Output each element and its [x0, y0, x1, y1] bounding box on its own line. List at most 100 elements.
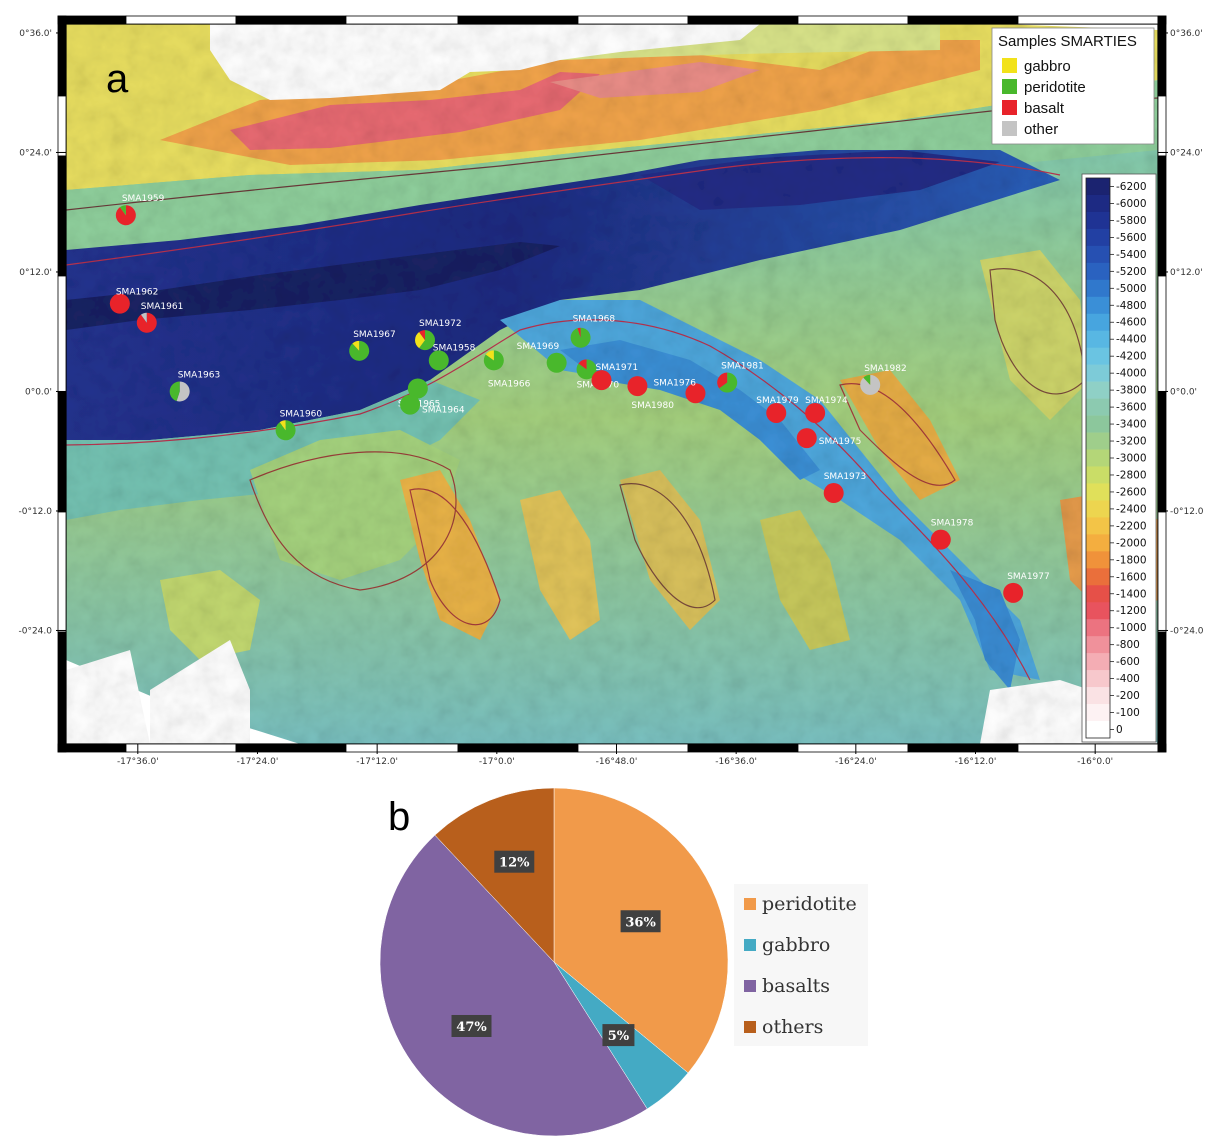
sample-pie-slice — [169, 381, 180, 401]
sample-marker-SMA1975[interactable]: SMA1975 — [796, 428, 862, 449]
sample-pie-slice — [119, 205, 126, 216]
sample-marker-SMA1971[interactable]: SMA1971 — [591, 363, 639, 391]
depth-scale-label: -1600 — [1116, 571, 1147, 583]
border-segment-bottom — [577, 743, 689, 753]
pie-data-label: 36% — [620, 910, 661, 933]
lat-tick-label: 0°36.0' — [19, 29, 52, 39]
sample-marker-SMA1964[interactable]: SMA1964 — [400, 394, 465, 416]
pie-data-label-box — [494, 850, 535, 873]
panel-b-label: b — [388, 795, 410, 839]
depth-scale-swatch — [1086, 534, 1110, 552]
longitude-axis-bottom: -17°36.0' -17°24.0' -17°12.0' -17°0.0' -16°4… — [117, 744, 1113, 767]
border-segment-right — [1157, 275, 1167, 393]
lon-tick-label: -17°0.0' — [479, 757, 515, 767]
border-segment-right — [1157, 15, 1167, 97]
border-segment-top — [345, 15, 459, 25]
border-segment-bottom — [457, 743, 579, 753]
border-segment-top — [797, 15, 909, 25]
sample-marker-SMA1980[interactable]: SMA1980 — [627, 376, 674, 411]
sample-marker-SMA1959[interactable]: SMA1959 — [115, 194, 165, 226]
depth-scale-swatch — [1086, 721, 1110, 739]
depth-scale-swatch — [1086, 585, 1110, 603]
lon-tick-label: -16°48.0' — [596, 757, 638, 767]
sample-label: SMA1973 — [824, 472, 867, 482]
depth-scale-label: -2000 — [1116, 537, 1147, 549]
sample-marker-SMA1982[interactable]: SMA1982 — [860, 364, 907, 395]
sample-marker-SMA1961[interactable]: SMA1961 — [136, 302, 184, 333]
depth-scale-swatch — [1086, 381, 1110, 399]
sample-pie-slice — [109, 293, 130, 314]
sample-label: SMA1974 — [805, 396, 848, 406]
border-segment-bottom — [57, 743, 127, 753]
depth-scale-label: -2200 — [1116, 520, 1147, 532]
depth-scale-swatch — [1086, 279, 1110, 298]
bathymetry-map[interactable]: 0°36.0' 0°24.0' 0°12.0' 0°0.0' -0°12.0 -0°24.… — [18, 15, 1204, 767]
sample-marker-SMA1973[interactable]: SMA1973 — [823, 472, 867, 504]
sample-marker-SMA1968[interactable]: SMA1968 — [570, 315, 616, 348]
depth-scale-swatch — [1086, 211, 1110, 230]
border-segment-bottom — [687, 743, 799, 753]
sample-marker-SMA1976[interactable]: SMA1976 — [653, 378, 706, 404]
sample-pie-slice — [400, 394, 421, 415]
depth-color-scale: -6200-6000-5800-5600-5400-5200-5000-4800… — [1081, 173, 1157, 743]
sample-marker-SMA1974[interactable]: SMA1974 — [805, 396, 848, 423]
sample-pie-slice — [766, 402, 787, 423]
lon-tick-label: -16°0.0' — [1077, 757, 1113, 767]
depth-scale-label: -6200 — [1116, 181, 1147, 193]
sample-marker-SMA1962[interactable]: SMA1962 — [109, 288, 159, 314]
sample-pie-slice — [115, 205, 136, 226]
sample-marker-SMA1958[interactable]: SMA1958 — [428, 343, 476, 371]
sample-marker-SMA1972[interactable]: SMA1972 — [415, 319, 462, 351]
sample-marker-SMA1960[interactable]: SMA1960 — [275, 409, 323, 441]
pie-legend: peridotite gabbro basalts others — [744, 893, 857, 1038]
border-segment-top — [1017, 15, 1159, 25]
pie-legend-label-basalts: basalts — [762, 975, 830, 997]
sample-pie-slice — [352, 340, 360, 351]
depth-scale-label: -6000 — [1116, 198, 1147, 210]
legend-swatch-gabbro — [1002, 58, 1017, 73]
depth-scale-swatch — [1086, 670, 1110, 688]
depth-scale-label: -400 — [1116, 673, 1140, 685]
depth-scale-label: -1200 — [1116, 605, 1147, 617]
sample-pie-slice — [483, 350, 504, 371]
lon-tick-label: -17°36.0' — [117, 757, 159, 767]
depth-scale-label: -5200 — [1116, 266, 1147, 278]
depth-scale-swatch — [1086, 602, 1110, 620]
legend-label-basalt: basalt — [1024, 100, 1065, 117]
depth-scale-label: -3400 — [1116, 419, 1147, 431]
pie-data-label-box — [451, 1014, 492, 1037]
sample-marker-SMA1978[interactable]: SMA1978 — [930, 519, 974, 550]
depth-scale-label: -200 — [1116, 690, 1140, 702]
pie: 36% 5% 47% 12% — [379, 787, 729, 1137]
sample-markers[interactable]: SMA1959 SMA1962 SMA1961 SMA1963 SMA1967 SMA19… — [109, 194, 1050, 603]
depth-scale-swatch — [1086, 466, 1110, 484]
depth-scale-swatch — [1086, 364, 1110, 382]
sample-pie-slice — [578, 359, 587, 370]
composition-pie-chart: b 36% 5% 47% 12% peridotite gabbro basalts oth… — [370, 780, 870, 1137]
sample-marker-SMA1969[interactable]: SMA1969 — [517, 342, 567, 373]
sample-marker-SMA1981[interactable]: SMA1981 — [717, 362, 764, 393]
sample-marker-SMA1979[interactable]: SMA1979 — [756, 396, 799, 423]
lat-tick-label: -0°24.0 — [1170, 626, 1204, 636]
sample-marker-SMA1967[interactable]: SMA1967 — [349, 330, 396, 361]
border-segment-top — [687, 15, 799, 25]
depth-scale-label: -4600 — [1116, 317, 1147, 329]
border-segment-bottom — [907, 743, 1019, 753]
sample-marker-SMA1977[interactable]: SMA1977 — [1003, 572, 1050, 603]
sample-label: SMA1971 — [596, 363, 639, 373]
depth-scale-swatch — [1086, 262, 1110, 281]
sample-marker-SMA1963[interactable]: SMA1963 — [169, 370, 221, 402]
pie-legend-swatch-gabbro — [744, 939, 756, 951]
depth-scale-label: -4800 — [1116, 300, 1147, 312]
sample-label: SMA1982 — [864, 364, 907, 374]
pie-legend-swatch-peridotite — [744, 898, 756, 910]
lat-tick-label: 0°12.0' — [19, 268, 52, 278]
sample-label: SMA1961 — [141, 302, 184, 312]
lat-tick-label: 0°24.0' — [19, 148, 52, 158]
sample-marker-SMA1966[interactable]: SMA1966 — [483, 350, 531, 389]
pie-data-label: 47% — [451, 1014, 492, 1037]
pie-data-label-box — [620, 910, 661, 933]
sample-pie-slice — [823, 483, 844, 504]
lat-tick-label: 0°0.0' — [1170, 387, 1197, 397]
